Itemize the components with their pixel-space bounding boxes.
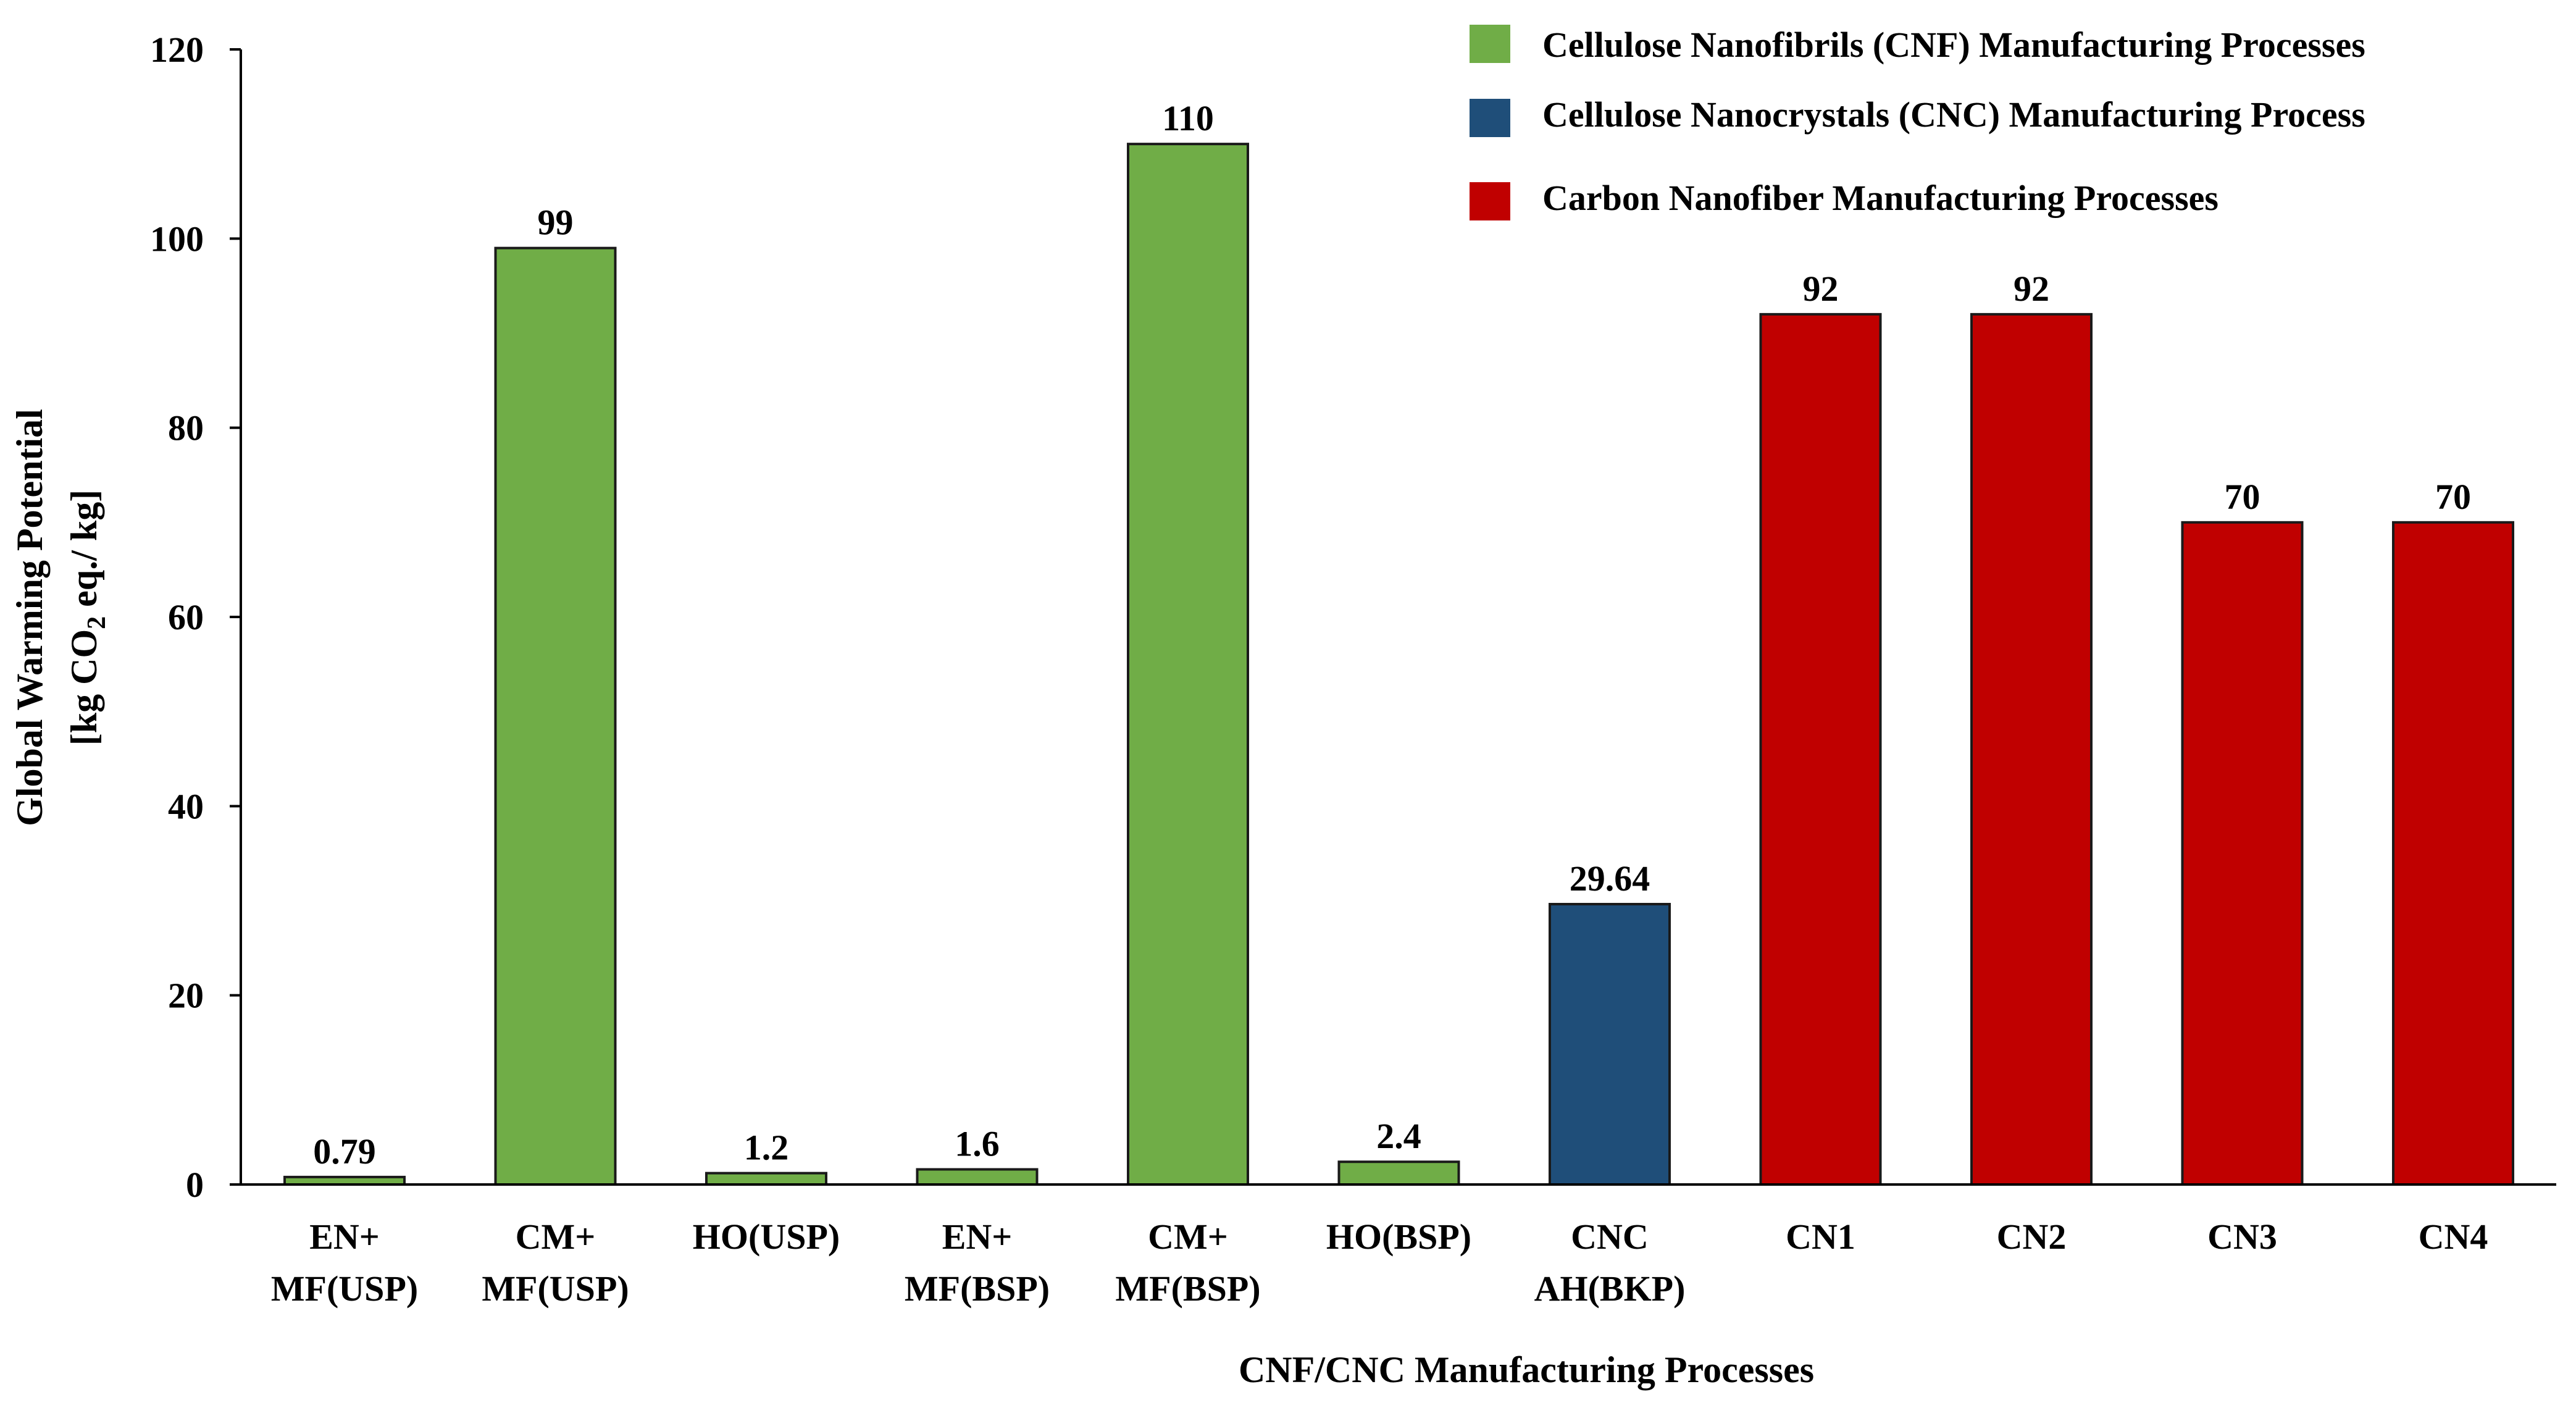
y-axis-title-line1: Global Warming Potential	[9, 409, 50, 826]
legend-label: Cellulose Nanofibrils (CNF) Manufacturin…	[1542, 25, 2365, 65]
y-tick-label: 120	[150, 30, 204, 70]
x-tick-label-line: CN4	[2419, 1217, 2488, 1257]
bar	[1337, 1160, 1460, 1186]
legend-label: Carbon Nanofiber Manufacturing Processes	[1542, 178, 2218, 218]
y-tick-label: 80	[168, 408, 204, 448]
bar	[2181, 521, 2304, 1186]
bar	[1759, 312, 1882, 1186]
data-label: 99	[538, 203, 574, 243]
x-tick-label: EN+ MF(BSP)	[905, 1217, 1050, 1309]
bar	[916, 1168, 1039, 1186]
y-axis-title-suffix: eq./ kg]	[64, 490, 104, 616]
bar	[494, 246, 617, 1186]
x-axis-title: CNF/CNC Manufacturing Processes	[1239, 1349, 1814, 1390]
legend-swatch	[1470, 182, 1510, 220]
x-tick-label-line: CNC	[1571, 1217, 1649, 1257]
legend-swatch	[1470, 25, 1510, 63]
x-tick-label-line: MF(BSP)	[1115, 1268, 1260, 1309]
legend: Cellulose Nanofibrils (CNF) Manufacturin…	[1470, 25, 2365, 220]
x-tick-label-line: EN+	[942, 1217, 1013, 1257]
x-tick-label-line: AH(BKP)	[1534, 1268, 1686, 1309]
x-tick-label: CNC AH(BKP)	[1534, 1217, 1686, 1309]
data-label: 70	[2435, 477, 2471, 517]
y-tick-label: 100	[150, 219, 204, 259]
legend-swatch	[1470, 99, 1510, 137]
y-tick-label: 20	[168, 976, 204, 1016]
x-tick-label-line: CM+	[516, 1217, 596, 1257]
y-axis-title-line2: [kg CO2 eq./ kg]	[64, 490, 111, 745]
x-tick-label: CM+ MF(BSP)	[1115, 1217, 1260, 1309]
x-tick-label-line: EN+	[309, 1217, 380, 1257]
y-axis-title-subscript: 2	[83, 616, 111, 629]
bar	[1970, 312, 2093, 1186]
data-label: 0.79	[313, 1131, 376, 1172]
bar	[1127, 143, 1249, 1186]
x-tick-label-line: CM+	[1148, 1217, 1228, 1257]
bar	[1549, 903, 1671, 1186]
x-tick-label-line: HO(USP)	[693, 1217, 840, 1257]
x-tick-label-line: CN2	[1997, 1217, 2067, 1257]
x-tick-label: EN+ MF(USP)	[271, 1217, 418, 1309]
y-tick-label: 60	[168, 597, 204, 637]
data-label: 70	[2225, 477, 2260, 517]
x-tick-label-line: MF(USP)	[482, 1268, 629, 1309]
x-tick-label-line: MF(BSP)	[905, 1268, 1050, 1309]
data-label: 1.2	[744, 1128, 789, 1168]
y-axis: 0 20 40 60 80 100 120	[150, 30, 241, 1205]
x-tick-label-line: CN1	[1786, 1217, 1855, 1257]
x-axis-tick-labels: EN+ MF(USP)CM+ MF(USP)HO(USP) EN+ MF(BSP)CM+…	[271, 1217, 2488, 1309]
x-tick-label-line: CN3	[2207, 1217, 2277, 1257]
x-tick-label: CN4	[2419, 1217, 2488, 1257]
x-tick-label: CM+ MF(USP)	[482, 1217, 629, 1309]
x-tick-label-line: HO(BSP)	[1326, 1217, 1471, 1257]
y-tick-label: 40	[168, 786, 204, 826]
y-axis-title: Global Warming Potential [kg CO2 eq./ kg…	[9, 409, 111, 826]
data-label: 2.4	[1376, 1116, 1421, 1156]
bar	[705, 1172, 827, 1186]
x-tick-label: HO(BSP)	[1326, 1217, 1471, 1257]
x-tick-label-line: MF(USP)	[271, 1268, 418, 1309]
x-tick-label: CN1	[1786, 1217, 1855, 1257]
x-tick-label: CN3	[2207, 1217, 2277, 1257]
data-label: 92	[1803, 269, 1839, 309]
data-label: 1.6	[955, 1123, 1000, 1164]
legend-label: Cellulose Nanocrystals (CNC) Manufacturi…	[1542, 94, 2365, 135]
bars	[283, 143, 2514, 1186]
y-axis-title-prefix: [kg CO	[64, 629, 104, 745]
bar	[2392, 521, 2514, 1186]
data-label: 110	[1162, 98, 1214, 138]
y-tick-label: 0	[186, 1165, 204, 1205]
data-label: 92	[2014, 269, 2049, 309]
data-label: 29.64	[1570, 858, 1650, 899]
x-tick-label: CN2	[1997, 1217, 2067, 1257]
x-tick-label: HO(USP)	[693, 1217, 840, 1257]
data-labels: 0.79 99 1.2 1.6 110 2.4 29.64 92 92 70 70	[313, 98, 2471, 1172]
